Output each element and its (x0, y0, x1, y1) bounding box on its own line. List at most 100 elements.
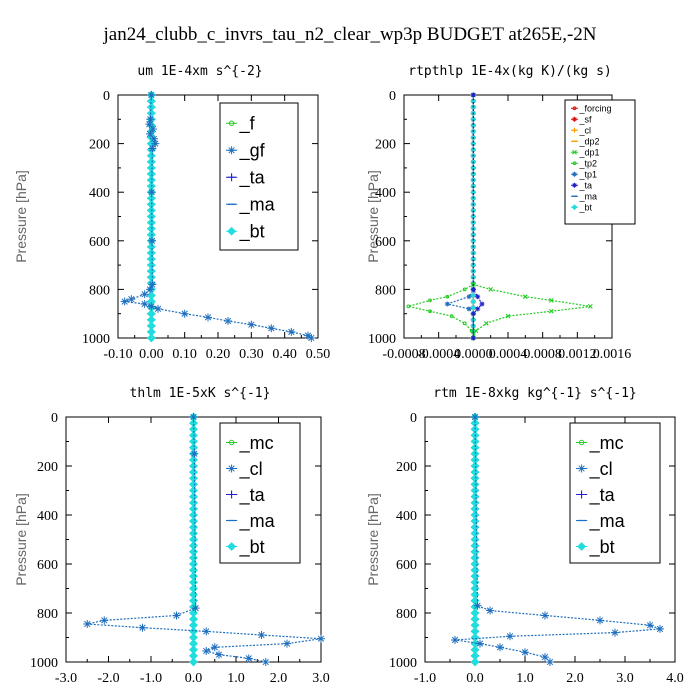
y-tick-label: 600 (375, 235, 396, 250)
x-tick-label: 0.0016 (593, 347, 632, 362)
data-point (147, 91, 156, 99)
legend-marker (572, 182, 577, 188)
legend-label: _cl (589, 459, 613, 480)
data-point (304, 331, 312, 340)
data-point (470, 311, 476, 317)
legend-marker (572, 171, 577, 177)
legend: _mc _cl _ta _ma _bt (569, 422, 661, 564)
data-point (506, 632, 514, 641)
panel-title: thlm 1E-5xK s^{-1} (130, 386, 271, 401)
x-tick-label: 0.0012 (558, 347, 597, 362)
legend-box (569, 422, 661, 564)
data-point (470, 256, 477, 262)
data-point (150, 134, 158, 143)
legend-label: _f (239, 114, 256, 135)
data-point (215, 650, 223, 659)
data-point (247, 320, 256, 329)
y-tick-label: 800 (89, 283, 110, 298)
data-point (244, 654, 253, 663)
data-point (210, 643, 219, 652)
legend-label: _bt (589, 537, 615, 558)
legend-label: _ma (589, 511, 626, 532)
data-point (470, 335, 476, 341)
legend-box (219, 102, 299, 251)
legend-marker (572, 116, 577, 122)
series-line (87, 416, 322, 663)
x-tick-label: 0.0008 (523, 347, 562, 362)
panel-3: thlm 1E-5xK s^{-1} Pressure [hPa] -3.0 -2.0… (13, 386, 330, 686)
y-tick-label: 400 (37, 509, 58, 524)
data-point (522, 294, 528, 300)
x-tick-label: 3.0 (616, 671, 634, 686)
legend-marker (228, 120, 235, 126)
data-point (428, 298, 432, 303)
x-tick-label: -3.0 (55, 671, 77, 686)
data-point (486, 606, 494, 615)
series-tp2 (406, 93, 476, 340)
data-point (473, 328, 479, 334)
series-line (408, 95, 474, 339)
data-point (180, 309, 189, 318)
legend: _mc _cl _ta _ma _bt (219, 422, 301, 564)
data-point (656, 624, 664, 633)
legend-marker (577, 464, 586, 473)
x-tick-label: -0.10 (103, 347, 132, 362)
data-point (470, 304, 477, 311)
y-tick-label: 0 (389, 89, 396, 104)
legend-label: _ma (579, 191, 598, 201)
x-tick-label: 4.0 (666, 671, 684, 686)
y-tick-label: 400 (89, 186, 110, 201)
legend-marker (227, 173, 236, 182)
legend-marker (572, 127, 577, 133)
legend-marker (571, 204, 578, 211)
data-point (462, 321, 467, 326)
panel-title: rtpthlp 1E-4x(kg K)/(kg s) (408, 64, 612, 79)
y-tick-label: 800 (375, 283, 396, 298)
legend-marker (578, 439, 585, 446)
x-tick-label: 0.10 (172, 347, 197, 362)
data-point (146, 285, 154, 294)
data-point (548, 308, 554, 314)
x-tick-label: 0.00 (139, 347, 164, 362)
data-point (470, 207, 477, 214)
legend-label: _forcing (579, 103, 612, 113)
data-point (127, 295, 136, 304)
y-tick-label: 0 (410, 411, 417, 426)
panel-2: rtpthlp 1E-4x(kg K)/(kg s) Pressure [hPa]… (365, 64, 636, 362)
legend-marker (227, 226, 237, 236)
legend-box (564, 99, 636, 225)
data-point (287, 327, 296, 336)
legend-label: _tp2 (579, 158, 598, 168)
y-tick-label: 1000 (368, 332, 396, 347)
data-point (496, 643, 504, 652)
legend-label: _dp2 (579, 136, 600, 146)
data-point (470, 657, 480, 667)
data-point (470, 298, 477, 305)
series-cl (83, 413, 325, 666)
data-point (483, 321, 489, 326)
data-point (470, 231, 477, 238)
series-gf (120, 91, 316, 342)
data-point (470, 292, 477, 299)
series-bt (189, 412, 198, 667)
legend-label: _ta (589, 485, 616, 506)
data-point (479, 301, 485, 307)
data-point (257, 631, 266, 640)
data-point (466, 306, 472, 312)
data-point (470, 92, 476, 98)
data-point (475, 294, 481, 300)
x-tick-label: 1.0 (227, 671, 245, 686)
data-point (172, 611, 181, 620)
data-point (505, 313, 511, 319)
data-point (611, 628, 619, 637)
data-point (587, 304, 593, 309)
data-point (283, 639, 291, 648)
legend-label: _sf (579, 114, 593, 124)
y-tick-label: 1000 (82, 332, 110, 347)
data-point (146, 333, 156, 343)
series-cl (451, 413, 664, 666)
data-point (140, 299, 149, 308)
y-tick-label: 200 (396, 460, 417, 475)
data-point (151, 139, 160, 148)
